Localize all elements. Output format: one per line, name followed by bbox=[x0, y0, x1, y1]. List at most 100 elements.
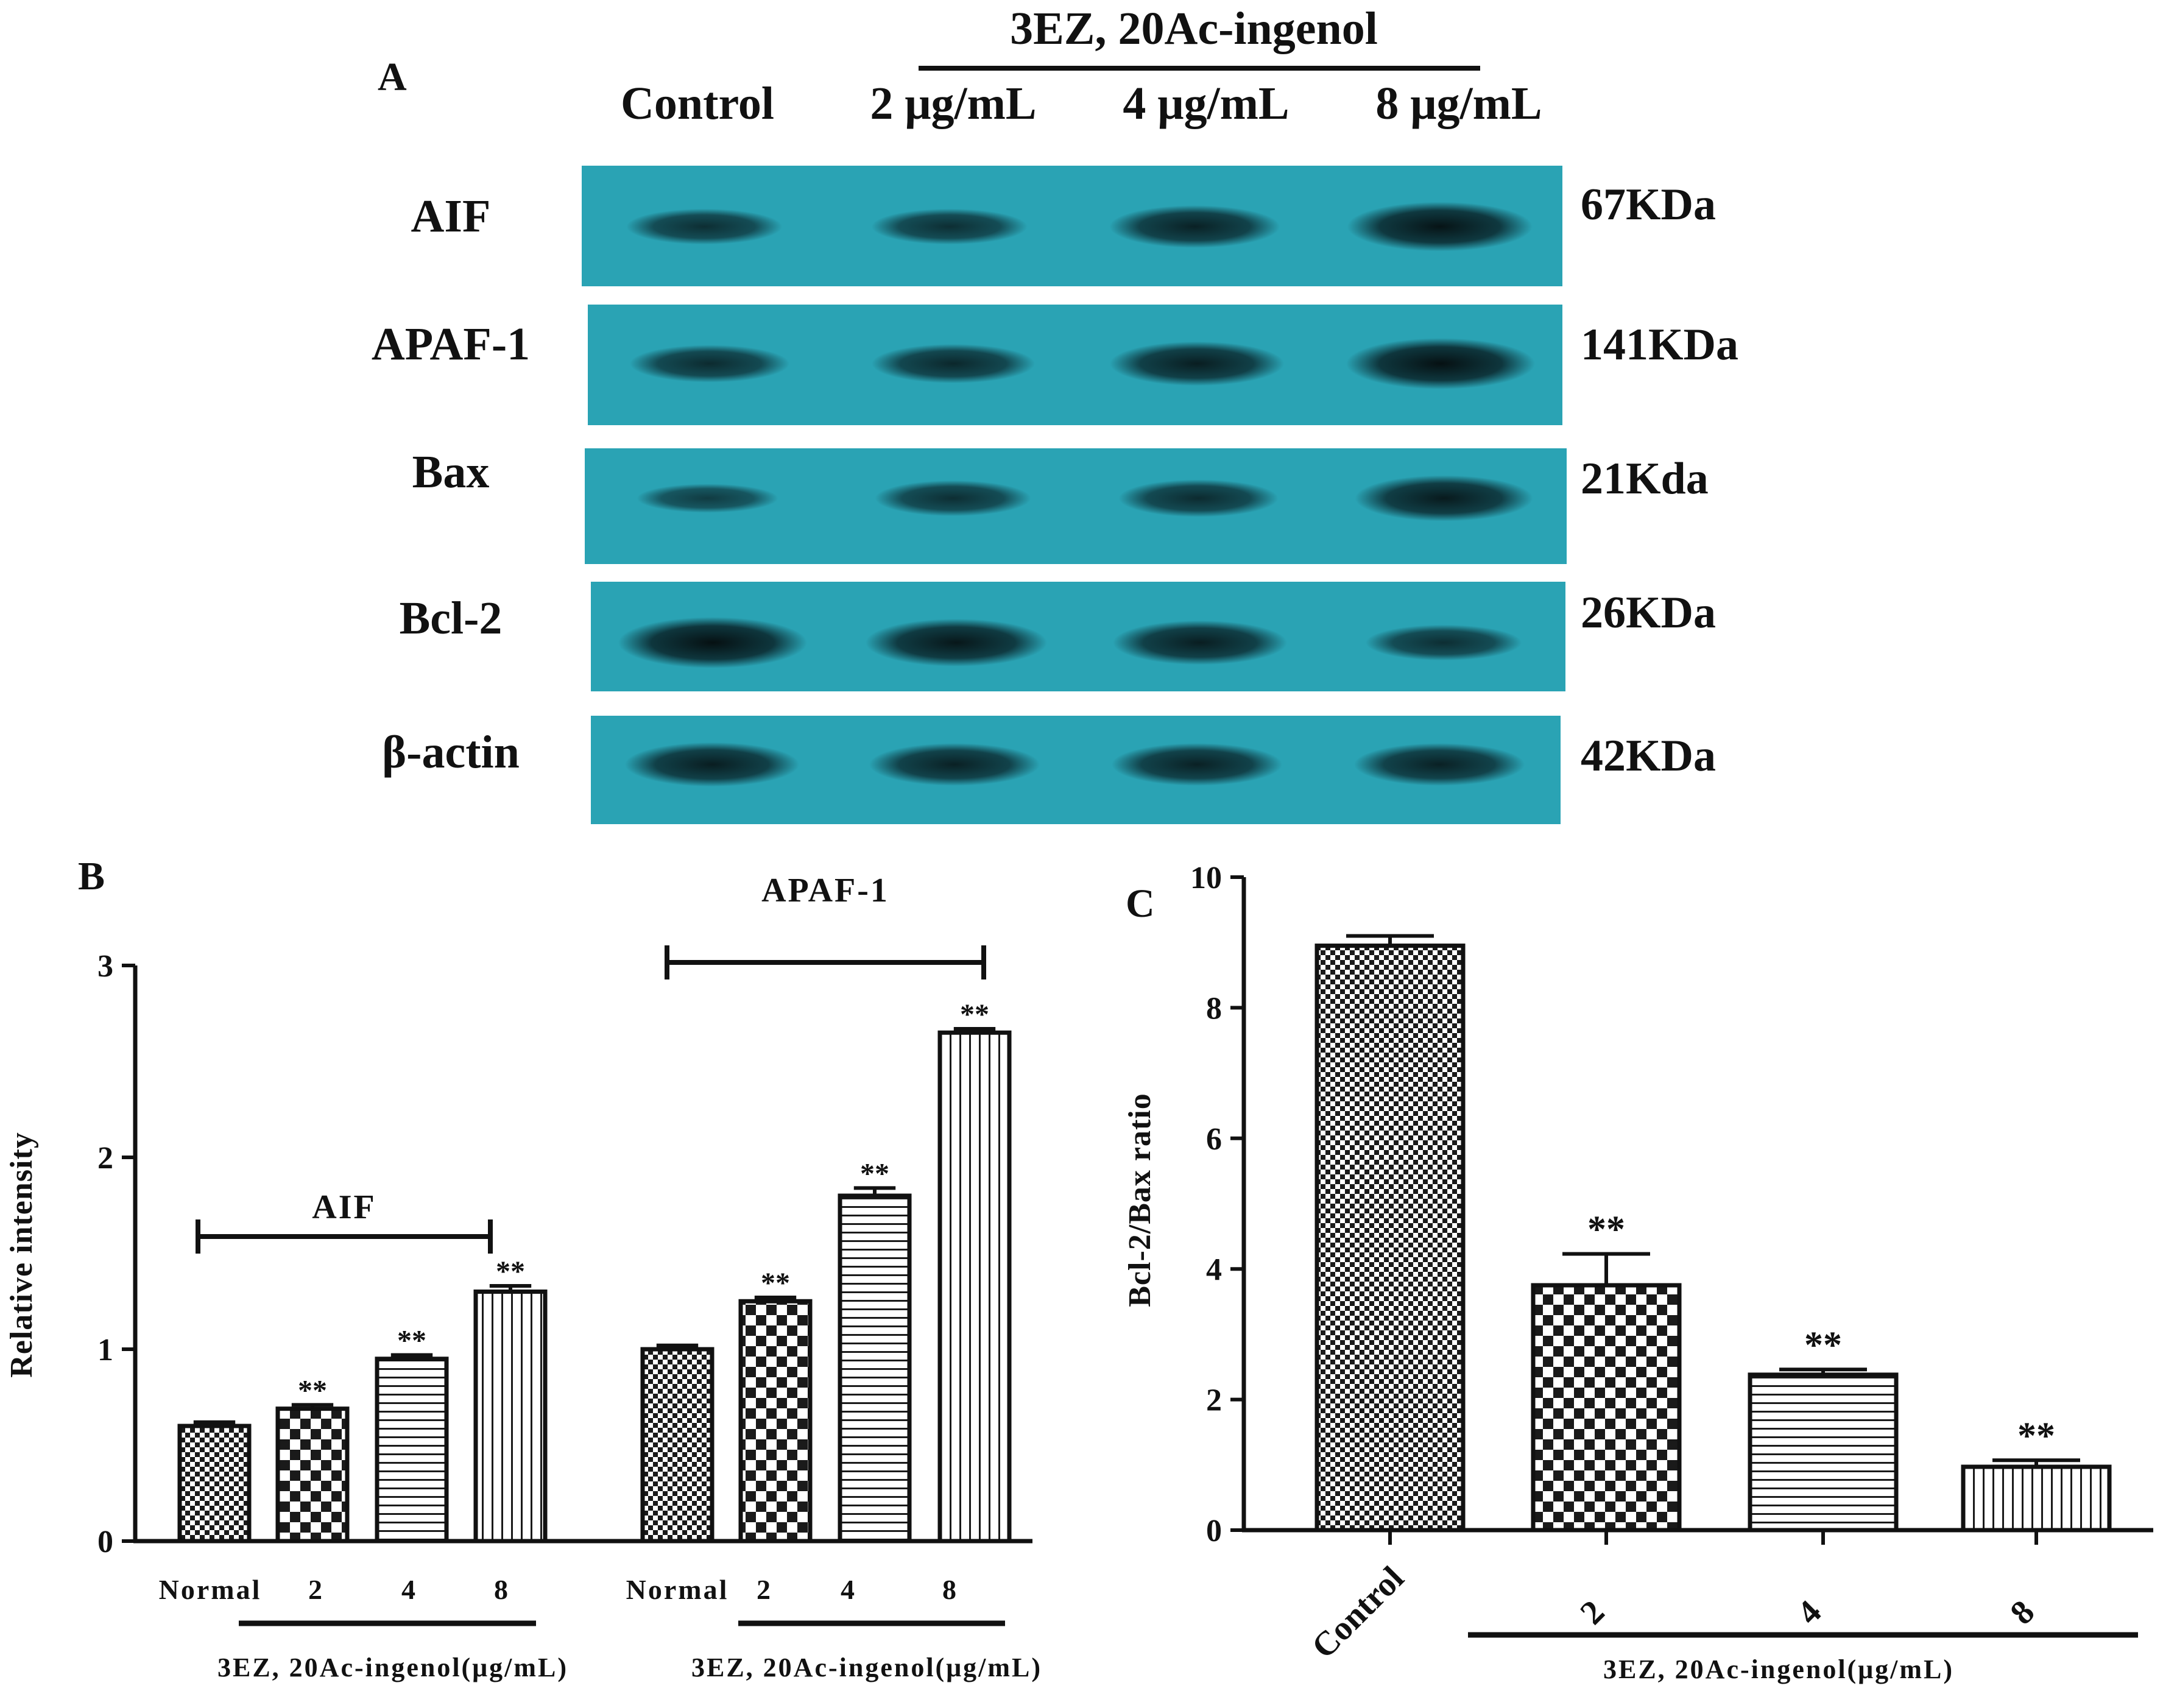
protein-band bbox=[1346, 338, 1535, 389]
bar-group: ** ** ** APAF-1 Normal 2 4 8 3EZ, 20Ac-ingenol(μ… bbox=[626, 872, 1042, 1682]
y-tick-label: 10 bbox=[1190, 861, 1222, 895]
blot-label: AIF bbox=[411, 191, 491, 242]
panel-c-letter: C bbox=[1126, 881, 1155, 926]
protein-band bbox=[1113, 620, 1287, 665]
panel-a: A 3EZ, 20Ac-ingenol Control 2 μg/mL 4 μg/m… bbox=[372, 3, 1738, 824]
molecular-weight-label: 141KDa bbox=[1581, 320, 1738, 370]
blot-row: Bax 21Kda bbox=[412, 446, 1709, 564]
group-label: APAF-1 bbox=[761, 872, 889, 909]
treatment-header: 3EZ, 20Ac-ingenol bbox=[1010, 3, 1378, 54]
x-axis-title: 3EZ, 20Ac-ingenol(μg/mL) bbox=[691, 1653, 1042, 1682]
y-tick-label: 8 bbox=[1206, 991, 1222, 1026]
bar bbox=[1531, 1283, 1682, 1533]
protein-band bbox=[1110, 341, 1284, 386]
blot-row: APAF-1 141KDa bbox=[372, 305, 1738, 425]
blot-row: Bcl-2 26KDa bbox=[400, 582, 1716, 691]
x-category-label: 8 bbox=[494, 1574, 510, 1605]
protein-band bbox=[866, 618, 1047, 667]
significance-label: ** bbox=[496, 1255, 525, 1288]
protein-band bbox=[869, 743, 1040, 786]
blot-row: AIF 67KDa bbox=[411, 166, 1716, 286]
y-tick-label: 2 bbox=[1206, 1383, 1222, 1418]
lane-label: 2 μg/mL bbox=[870, 78, 1036, 129]
x-category-label: 4 bbox=[1790, 1593, 1829, 1632]
y-tick-label: 4 bbox=[1206, 1252, 1222, 1287]
x-category-label: Normal bbox=[626, 1574, 729, 1605]
y-axis-label: Bcl-2/Bax ratio bbox=[1123, 1093, 1157, 1307]
protein-band bbox=[637, 484, 778, 513]
bar bbox=[275, 1406, 350, 1544]
lane-label: Control bbox=[621, 78, 774, 129]
significance-label: ** bbox=[397, 1324, 426, 1357]
bar bbox=[177, 1424, 252, 1544]
x-category-label: 4 bbox=[401, 1574, 417, 1605]
significance-label: ** bbox=[761, 1267, 790, 1299]
molecular-weight-label: 26KDa bbox=[1581, 588, 1716, 638]
y-tick-label: 2 bbox=[97, 1141, 113, 1176]
western-blots: AIF 67KDa APAF-1 141KDa Bax 21Kda Bcl-2 26KDa β-… bbox=[372, 166, 1738, 824]
bar bbox=[1314, 944, 1466, 1533]
bar bbox=[375, 1357, 449, 1544]
protein-band bbox=[625, 742, 799, 787]
x-category-label: Control bbox=[1305, 1559, 1411, 1666]
molecular-weight-label: 67KDa bbox=[1581, 180, 1716, 230]
blot-label: β-actin bbox=[382, 727, 520, 778]
x-category-label: 8 bbox=[942, 1574, 958, 1605]
lane-label: 4 μg/mL bbox=[1123, 78, 1289, 129]
protein-band bbox=[1355, 475, 1533, 521]
significance-label: ** bbox=[298, 1374, 327, 1406]
molecular-weight-label: 21Kda bbox=[1581, 454, 1709, 504]
bar bbox=[738, 1299, 813, 1544]
protein-band bbox=[1354, 743, 1525, 786]
bar bbox=[1748, 1372, 1899, 1533]
panel-c: C 0 2 4 6 8 10 Bcl-2/Bax ratio ** ** ** Control 2 4 8… bbox=[1123, 861, 2153, 1684]
bar-group: ** ** ** AIF Normal 2 4 8 3EZ, 20Ac-ingenol(μg/m… bbox=[159, 1188, 568, 1682]
significance-label: ** bbox=[1587, 1209, 1625, 1251]
lane-labels: Control 2 μg/mL 4 μg/mL 8 μg/mL bbox=[621, 78, 1542, 129]
blot-label: Bcl-2 bbox=[400, 593, 503, 644]
protein-band bbox=[1347, 202, 1533, 252]
protein-band bbox=[1112, 743, 1282, 786]
blot-label: APAF-1 bbox=[372, 319, 530, 370]
panel-a-letter: A bbox=[378, 55, 407, 99]
x-category-label: 2 bbox=[1573, 1593, 1612, 1632]
protein-band bbox=[618, 617, 807, 668]
chart-c: 0 2 4 6 8 10 Bcl-2/Bax ratio ** ** ** Control 2 4 8 3E… bbox=[1123, 861, 2153, 1684]
protein-band bbox=[1118, 479, 1279, 517]
panel-b: B 0 1 2 3 Relative intensity ** ** ** AIF Normal 2… bbox=[4, 854, 1042, 1682]
bar bbox=[937, 1030, 1012, 1544]
blot-label: Bax bbox=[412, 446, 490, 498]
x-category-label: Normal bbox=[159, 1574, 262, 1605]
protein-band bbox=[875, 480, 1031, 517]
protein-band bbox=[626, 208, 783, 245]
y-tick-label: 6 bbox=[1206, 1122, 1222, 1157]
protein-band bbox=[1109, 205, 1280, 248]
molecular-weight-label: 42KDa bbox=[1581, 731, 1716, 781]
protein-band bbox=[630, 345, 789, 383]
protein-band bbox=[1366, 624, 1522, 661]
bar bbox=[1961, 1464, 2112, 1533]
y-axis-label: Relative intensity bbox=[4, 1132, 39, 1378]
significance-label: ** bbox=[2017, 1415, 2055, 1456]
x-category-label: 4 bbox=[841, 1574, 856, 1605]
y-tick-label: 1 bbox=[97, 1333, 113, 1367]
x-category-label: 2 bbox=[308, 1574, 324, 1605]
y-tick-label: 0 bbox=[97, 1525, 113, 1559]
group-label: AIF bbox=[312, 1188, 376, 1226]
blot-row: β-actin 42KDa bbox=[382, 716, 1716, 824]
significance-label: ** bbox=[960, 998, 989, 1031]
protein-band bbox=[872, 344, 1035, 384]
lane-label: 8 μg/mL bbox=[1375, 78, 1542, 129]
bar-series: ** ** ** bbox=[1314, 934, 2112, 1545]
significance-label: ** bbox=[860, 1157, 889, 1190]
y-tick-label: 3 bbox=[97, 949, 113, 984]
y-tick-label: 0 bbox=[1206, 1514, 1222, 1548]
significance-label: ** bbox=[1804, 1324, 1842, 1366]
x-category-label: 2 bbox=[757, 1574, 772, 1605]
x-axis-title: 3EZ, 20Ac-ingenol(μg/mL) bbox=[217, 1653, 568, 1682]
bar bbox=[473, 1290, 548, 1544]
bar bbox=[640, 1347, 715, 1544]
chart-b: 0 1 2 3 Relative intensity ** ** ** AIF Normal 2 4 8… bbox=[4, 872, 1042, 1682]
bar bbox=[838, 1193, 912, 1544]
